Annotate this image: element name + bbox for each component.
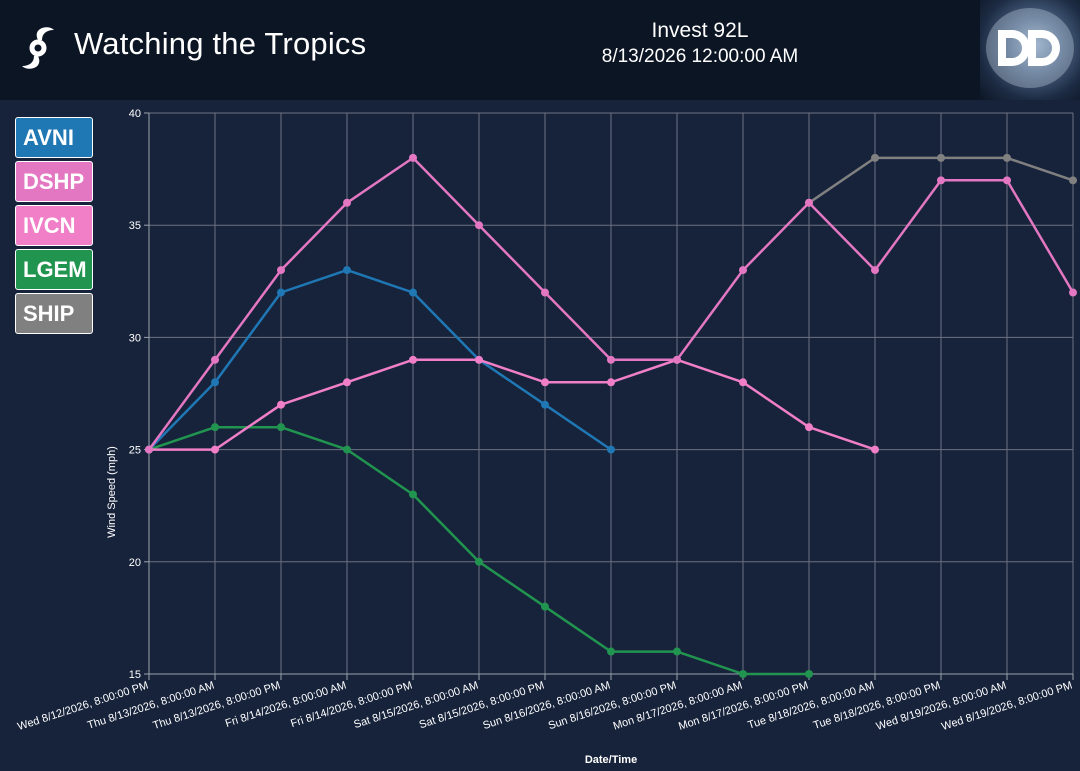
data-point-ivcn[interactable]	[211, 445, 219, 454]
data-point-lgem[interactable]	[475, 557, 483, 566]
data-point-avni[interactable]	[343, 266, 351, 275]
data-point-lgem[interactable]	[211, 423, 219, 432]
y-axis-title: Wind Speed (mph)	[106, 446, 118, 538]
data-point-dshp[interactable]	[211, 355, 219, 364]
data-point-dshp[interactable]	[343, 198, 351, 207]
data-point-ivcn[interactable]	[805, 423, 813, 432]
y-tick-label: 20	[129, 557, 141, 569]
y-tick-label: 30	[129, 332, 141, 344]
grid-lines	[148, 112, 1074, 675]
legend-item-ship[interactable]: SHIP	[15, 293, 93, 334]
hurricane-icon	[22, 27, 54, 69]
y-tick-label: 35	[129, 220, 141, 232]
data-point-avni[interactable]	[607, 445, 615, 454]
data-point-ivcn[interactable]	[739, 378, 747, 387]
data-point-avni[interactable]	[409, 288, 417, 297]
data-point-dshp[interactable]	[277, 266, 285, 275]
data-point-lgem[interactable]	[739, 670, 747, 678]
storm-timestamp: 8/13/2026 12:00:00 AM	[601, 46, 799, 67]
data-point-lgem[interactable]	[805, 670, 813, 678]
data-point-dshp[interactable]	[475, 221, 483, 230]
data-point-ivcn[interactable]	[607, 378, 615, 387]
data-point-lgem[interactable]	[541, 602, 549, 611]
data-point-lgem[interactable]	[343, 445, 351, 454]
app-title: Watching the Tropics	[74, 26, 367, 61]
y-tick-label: 25	[129, 445, 141, 457]
chart-legend: AVNI DSHP IVCN LGEM SHIP	[15, 117, 93, 337]
data-point-dshp[interactable]	[871, 266, 879, 275]
data-point-lgem[interactable]	[409, 490, 417, 499]
legend-item-avni[interactable]: AVNI	[15, 117, 93, 158]
data-point-lgem[interactable]	[277, 423, 285, 432]
data-point-dshp[interactable]	[805, 198, 813, 207]
data-point-lgem[interactable]	[673, 647, 681, 656]
data-point-dshp[interactable]	[673, 355, 681, 364]
data-point-ivcn[interactable]	[409, 355, 417, 364]
data-point-ivcn[interactable]	[541, 378, 549, 387]
y-tick-label: 40	[129, 108, 141, 120]
data-point-ivcn[interactable]	[871, 445, 879, 454]
data-point-dshp[interactable]	[409, 153, 417, 162]
data-point-dshp[interactable]	[145, 445, 153, 454]
data-point-avni[interactable]	[211, 378, 219, 387]
data-point-ship[interactable]	[1069, 176, 1077, 185]
data-point-ivcn[interactable]	[343, 378, 351, 387]
data-point-dshp[interactable]	[937, 176, 945, 185]
dd-logo-icon	[980, 0, 1080, 100]
data-point-avni[interactable]	[277, 288, 285, 297]
data-point-ship[interactable]	[937, 153, 945, 162]
header-bar: Watching the Tropics Invest 92L 8/13/202…	[0, 0, 1080, 100]
data-point-dshp[interactable]	[1003, 176, 1011, 185]
data-point-lgem[interactable]	[607, 647, 615, 656]
data-point-ivcn[interactable]	[475, 355, 483, 364]
data-point-ship[interactable]	[871, 153, 879, 162]
storm-info: Invest 92L 8/13/2026 12:00:00 AM	[540, 18, 860, 70]
data-point-avni[interactable]	[541, 400, 549, 409]
legend-item-ivcn[interactable]: IVCN	[15, 205, 93, 246]
data-point-dshp[interactable]	[541, 288, 549, 297]
series-lines	[145, 153, 1077, 678]
data-point-dshp[interactable]	[1069, 288, 1077, 297]
y-tick-label: 15	[129, 669, 141, 681]
data-point-ship[interactable]	[1003, 153, 1011, 162]
storm-name: Invest 92L	[651, 19, 749, 42]
series-line-ivcn	[147, 358, 877, 451]
series-line-avni	[147, 268, 613, 451]
legend-item-dshp[interactable]: DSHP	[15, 161, 93, 202]
x-axis-title: Date/Time	[585, 754, 637, 766]
data-point-dshp[interactable]	[739, 266, 747, 275]
data-point-ivcn[interactable]	[277, 400, 285, 409]
legend-item-lgem[interactable]: LGEM	[15, 249, 93, 290]
data-point-dshp[interactable]	[607, 355, 615, 364]
